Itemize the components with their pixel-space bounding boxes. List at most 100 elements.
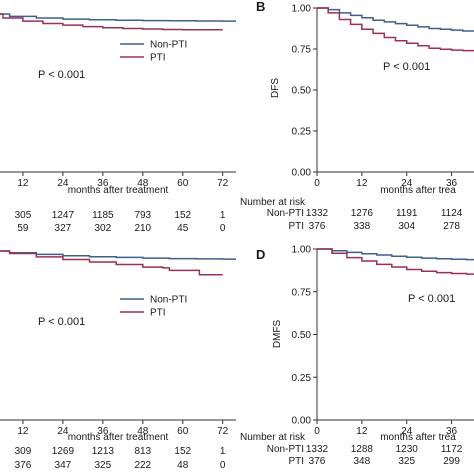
x-tick-label: 36 bbox=[97, 178, 109, 189]
x-tick-label: 72 bbox=[217, 426, 229, 437]
km-curve-pti bbox=[0, 250, 223, 276]
risk-value: 325 bbox=[94, 460, 111, 471]
p-value-text: P < 0.001 bbox=[38, 69, 85, 81]
y-axis-label: DMFS bbox=[272, 320, 283, 349]
x-tick-label: 24 bbox=[401, 178, 413, 189]
risk-value: 210 bbox=[134, 223, 151, 234]
km-curve-pti bbox=[0, 13, 223, 31]
risk-value: 327 bbox=[55, 223, 72, 234]
y-tick-label: 0.00 bbox=[292, 168, 312, 179]
y-tick-label: 0.25 bbox=[292, 127, 312, 138]
risk-value: 59 bbox=[17, 223, 29, 234]
risk-value: 0 bbox=[220, 460, 226, 471]
risk-value: 376 bbox=[15, 460, 32, 471]
panel-letter: D bbox=[256, 247, 265, 262]
risk-value: 1191 bbox=[396, 208, 418, 219]
km-curve-non-pti bbox=[0, 250, 236, 260]
x-tick-label: 12 bbox=[356, 426, 368, 437]
risk-value: 222 bbox=[134, 460, 151, 471]
risk-value: 1213 bbox=[92, 446, 115, 457]
risk-value: 278 bbox=[443, 221, 460, 232]
risk-value: 0 bbox=[220, 223, 226, 234]
y-tick-label: 0.75 bbox=[292, 45, 312, 56]
x-tick-label: 48 bbox=[137, 426, 149, 437]
risk-value: 152 bbox=[174, 446, 191, 457]
x-tick-label: 12 bbox=[356, 178, 368, 189]
legend-label: PTI bbox=[150, 53, 166, 64]
risk-value: 347 bbox=[55, 460, 72, 471]
risk-value: 348 bbox=[354, 456, 371, 467]
panel-letter: B bbox=[256, 0, 265, 14]
x-tick-label: 60 bbox=[177, 426, 189, 437]
risk-value: 1172 bbox=[441, 444, 463, 455]
x-tick-label: 24 bbox=[57, 178, 69, 189]
risk-value: 1332 bbox=[306, 444, 329, 455]
risk-value: 338 bbox=[354, 221, 371, 232]
risk-value: 813 bbox=[134, 446, 151, 457]
risk-value: 1185 bbox=[92, 210, 114, 221]
km-curve-pti bbox=[317, 7, 474, 52]
risk-value: 45 bbox=[177, 223, 189, 234]
risk-value: 305 bbox=[15, 210, 32, 221]
risk-row-label: Non-PTI bbox=[267, 444, 304, 455]
legend-label: Non-PTI bbox=[150, 40, 187, 51]
y-tick-label: 0.50 bbox=[292, 86, 312, 97]
km-curve-non-pti bbox=[0, 13, 236, 22]
risk-value: 152 bbox=[174, 210, 191, 221]
legend-label: Non-PTI bbox=[150, 295, 187, 306]
legend-label: PTI bbox=[150, 308, 166, 319]
panel-c: 12 24 36 48 60 72 months after treatment P < 0.… bbox=[0, 250, 236, 471]
risk-row-label: Non-PTI bbox=[267, 208, 304, 219]
risk-value: 1 bbox=[220, 446, 226, 457]
risk-value: 1124 bbox=[441, 208, 463, 219]
risk-value: 304 bbox=[398, 221, 415, 232]
y-tick-label: 1.00 bbox=[292, 245, 312, 256]
x-tick-label: 24 bbox=[401, 426, 413, 437]
x-tick-label: 48 bbox=[137, 178, 149, 189]
x-tick-label: 72 bbox=[217, 178, 229, 189]
x-tick-label: 12 bbox=[17, 178, 29, 189]
risk-value: 1247 bbox=[52, 210, 75, 221]
risk-table-header: Number at risk bbox=[240, 197, 306, 208]
p-value-text: P < 0.001 bbox=[408, 293, 455, 305]
risk-value: 325 bbox=[398, 456, 415, 467]
risk-row-label: PTI bbox=[288, 221, 304, 232]
y-tick-label: 0.25 bbox=[292, 373, 312, 384]
y-tick-label: 0.75 bbox=[292, 287, 312, 298]
x-tick-label: 36 bbox=[97, 426, 109, 437]
risk-value: 1288 bbox=[351, 444, 374, 455]
km-curve-non-pti bbox=[317, 7, 474, 32]
km-curve-non-pti bbox=[317, 248, 474, 261]
x-tick-label: 60 bbox=[177, 178, 189, 189]
risk-value: 1276 bbox=[351, 208, 374, 219]
y-tick-label: 1.00 bbox=[292, 4, 312, 15]
risk-value: 1230 bbox=[396, 444, 419, 455]
risk-value: 1269 bbox=[52, 446, 75, 457]
risk-value: 376 bbox=[309, 221, 326, 232]
risk-value: 302 bbox=[94, 223, 111, 234]
x-tick-label: 24 bbox=[57, 426, 69, 437]
x-tick-label: 36 bbox=[446, 178, 458, 189]
panel-a: 12 24 36 48 60 72 months after treatment P < 0.… bbox=[0, 13, 236, 234]
y-axis-label: DFS bbox=[270, 78, 281, 98]
p-value-text: P < 0.001 bbox=[38, 316, 85, 328]
risk-value: 793 bbox=[134, 210, 151, 221]
p-value-text: P < 0.001 bbox=[383, 61, 430, 73]
y-tick-label: 0.00 bbox=[292, 416, 312, 427]
x-axis-label: months after treatment bbox=[68, 185, 169, 196]
x-axis-label: months after trea bbox=[380, 432, 456, 443]
risk-table-header: Number at risk bbox=[240, 432, 306, 443]
x-axis-label: months after treatment bbox=[68, 432, 169, 443]
x-tick-label: 0 bbox=[314, 178, 320, 189]
risk-value: 376 bbox=[309, 456, 326, 467]
x-axis-label: months after trea bbox=[380, 185, 456, 196]
risk-value: 1 bbox=[220, 210, 226, 221]
risk-row-label: PTI bbox=[288, 456, 304, 467]
risk-value: 1332 bbox=[306, 208, 329, 219]
risk-value: 299 bbox=[443, 456, 460, 467]
x-tick-label: 36 bbox=[446, 426, 458, 437]
x-tick-label: 0 bbox=[314, 426, 320, 437]
